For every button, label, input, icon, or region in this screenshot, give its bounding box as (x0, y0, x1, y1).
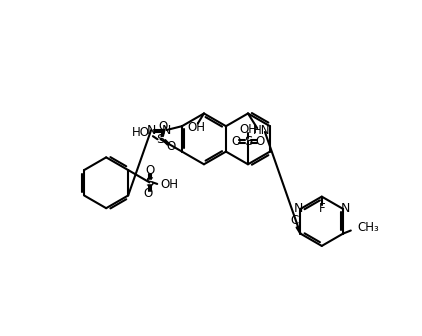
Text: O: O (143, 187, 153, 201)
Text: N: N (293, 203, 303, 215)
Text: S: S (145, 176, 154, 189)
Text: HN: HN (253, 124, 271, 137)
Text: N: N (162, 124, 171, 136)
Text: N: N (341, 203, 350, 215)
Text: S: S (157, 133, 165, 146)
Text: OH: OH (160, 178, 178, 191)
Text: O: O (166, 140, 175, 154)
Text: O: O (158, 120, 168, 133)
Text: S: S (244, 135, 252, 148)
Text: OH: OH (187, 121, 205, 134)
Text: O: O (145, 164, 154, 177)
Text: OH: OH (239, 123, 257, 136)
Text: N: N (146, 124, 156, 136)
Text: O: O (256, 135, 265, 148)
Text: Cl: Cl (291, 214, 303, 227)
Text: CH₃: CH₃ (357, 221, 379, 234)
Text: HO: HO (132, 126, 150, 139)
Text: F: F (319, 203, 325, 215)
Text: O: O (231, 135, 240, 148)
